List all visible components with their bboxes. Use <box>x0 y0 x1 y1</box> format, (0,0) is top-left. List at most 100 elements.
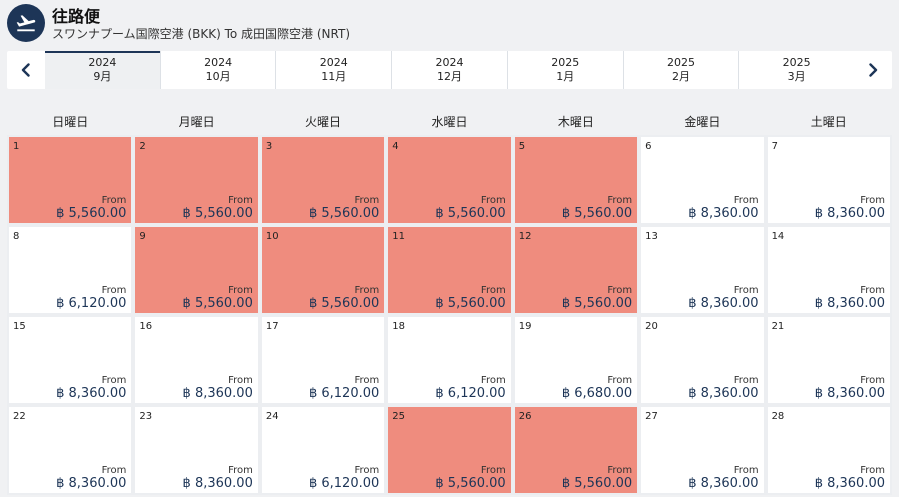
calendar-day-cell[interactable]: 8 From ฿ 6,120.00 <box>7 225 134 315</box>
fare-price: ฿ 6,120.00 <box>56 296 127 311</box>
day-number: 16 <box>139 321 153 332</box>
month-tab-month: 12月 <box>437 70 463 83</box>
month-tab-year: 2024 <box>204 56 233 69</box>
month-tab[interactable]: 2025 1月 <box>506 51 623 89</box>
month-tab[interactable]: 2024 9月 <box>45 51 160 89</box>
fare-price: ฿ 6,120.00 <box>308 386 380 401</box>
fare-price: ฿ 8,360.00 <box>814 296 885 311</box>
day-number: 21 <box>771 321 785 332</box>
month-tab-year: 2025 <box>666 56 695 69</box>
month-tab[interactable]: 2025 2月 <box>622 51 739 89</box>
weekday-label: 金曜日 <box>684 115 721 129</box>
day-number: 15 <box>13 321 26 332</box>
calendar-day-cell[interactable]: 14 From ฿ 8,360.00 <box>765 225 892 315</box>
from-label: From <box>228 285 253 296</box>
day-number: 3 <box>265 141 273 152</box>
calendar-day-cell[interactable]: 22 From ฿ 8,360.00 <box>7 405 134 495</box>
calendar-day-cell[interactable]: 10 From ฿ 5,560.00 <box>259 225 387 315</box>
calendar-day-cell[interactable]: 25 From ฿ 5,560.00 <box>386 405 513 495</box>
month-tab-month: 2月 <box>671 70 690 83</box>
day-number: 19 <box>518 321 532 332</box>
weekday-header: 日曜日 月曜日 火曜日 水曜日 木曜日 金曜日 土曜日 <box>7 113 892 130</box>
calendar-day-cell[interactable]: 27 From ฿ 8,360.00 <box>639 405 766 495</box>
weekday-label: 木曜日 <box>557 115 594 129</box>
from-label: From <box>228 465 253 476</box>
calendar-day-cell[interactable]: 13 From ฿ 8,360.00 <box>639 225 766 315</box>
prev-month-button[interactable] <box>7 51 45 89</box>
fare-price: ฿ 5,560.00 <box>561 206 633 221</box>
calendar-day-cell[interactable]: 2 From ฿ 5,560.00 <box>133 135 260 225</box>
calendar-day-cell[interactable]: 5 From ฿ 5,560.00 <box>512 135 640 225</box>
day-number: 4 <box>392 141 399 152</box>
month-tab[interactable]: 2024 12月 <box>391 51 507 89</box>
calendar-day-cell[interactable]: 17 From ฿ 6,120.00 <box>259 315 387 405</box>
from-label: From <box>607 465 633 476</box>
calendar-day-cell[interactable]: 7 From ฿ 8,360.00 <box>765 135 892 225</box>
day-number: 6 <box>645 141 652 152</box>
page-title: 往路便 <box>52 7 101 26</box>
month-tab[interactable]: 2024 11月 <box>275 51 391 89</box>
month-tab-month: 11月 <box>321 70 347 83</box>
plane-departure-icon <box>7 4 45 42</box>
fare-price: ฿ 5,560.00 <box>435 206 506 221</box>
fare-price: ฿ 8,360.00 <box>56 386 127 401</box>
calendar-day-cell[interactable]: 6 From ฿ 8,360.00 <box>639 135 766 225</box>
calendar-day-cell[interactable]: 18 From ฿ 6,120.00 <box>386 315 513 405</box>
fare-price: ฿ 5,560.00 <box>308 206 380 221</box>
calendar-day-cell[interactable]: 11 From ฿ 5,560.00 <box>386 225 513 315</box>
fare-price: ฿ 8,360.00 <box>814 476 885 491</box>
month-tab-year: 2025 <box>782 56 811 69</box>
calendar-day-cell[interactable]: 24 From ฿ 6,120.00 <box>259 405 387 495</box>
day-number: 24 <box>265 411 279 422</box>
calendar-day-cell[interactable]: 20 From ฿ 8,360.00 <box>639 315 766 405</box>
next-month-button[interactable] <box>854 51 892 89</box>
weekday-label: 日曜日 <box>52 115 89 129</box>
weekday-label: 土曜日 <box>810 115 847 129</box>
from-label: From <box>101 375 127 386</box>
calendar-day-cell[interactable]: 19 From ฿ 6,680.00 <box>512 315 640 405</box>
day-number: 18 <box>392 321 406 332</box>
calendar-day-cell[interactable]: 4 From ฿ 5,560.00 <box>386 135 513 225</box>
day-number: 17 <box>265 321 279 332</box>
from-label: From <box>860 195 885 206</box>
from-label: From <box>480 195 506 206</box>
fare-price: ฿ 5,560.00 <box>435 476 506 491</box>
calendar-day-cell[interactable]: 3 From ฿ 5,560.00 <box>259 135 387 225</box>
from-label: From <box>354 375 380 386</box>
from-label: From <box>354 285 380 296</box>
day-number: 26 <box>518 411 532 422</box>
month-tab[interactable]: 2024 10月 <box>159 51 276 89</box>
from-label: From <box>228 195 253 206</box>
from-label: From <box>354 195 380 206</box>
calendar-day-cell[interactable]: 15 From ฿ 8,360.00 <box>7 315 134 405</box>
month-tab-month: 9月 <box>93 70 112 83</box>
day-number: 13 <box>645 231 658 242</box>
calendar-day-cell[interactable]: 23 From ฿ 8,360.00 <box>133 405 260 495</box>
fare-price: ฿ 8,360.00 <box>56 476 127 491</box>
chevron-right-icon <box>869 63 878 77</box>
calendar-day-cell[interactable]: 26 From ฿ 5,560.00 <box>512 405 640 495</box>
from-label: From <box>733 465 759 476</box>
day-number: 9 <box>139 231 146 242</box>
calendar-day-cell[interactable]: 16 From ฿ 8,360.00 <box>133 315 260 405</box>
day-number: 2 <box>139 141 146 152</box>
day-number: 22 <box>13 411 26 422</box>
day-number: 12 <box>518 231 532 242</box>
calendar-day-cell[interactable]: 21 From ฿ 8,360.00 <box>765 315 892 405</box>
fare-price: ฿ 5,560.00 <box>182 296 253 311</box>
month-tab-month: 10月 <box>205 70 231 83</box>
fare-price: ฿ 8,360.00 <box>814 206 885 221</box>
month-tab[interactable]: 2025 3月 <box>738 51 854 89</box>
calendar-day-cell[interactable]: 12 From ฿ 5,560.00 <box>512 225 640 315</box>
calendar-day-cell[interactable]: 9 From ฿ 5,560.00 <box>133 225 260 315</box>
fare-price: ฿ 8,360.00 <box>182 386 253 401</box>
fare-price: ฿ 5,560.00 <box>561 296 633 311</box>
fare-price: ฿ 8,360.00 <box>688 476 759 491</box>
from-label: From <box>101 285 127 296</box>
fare-price: ฿ 8,360.00 <box>814 386 885 401</box>
calendar-day-cell[interactable]: 28 From ฿ 8,360.00 <box>765 405 892 495</box>
day-number: 28 <box>771 411 785 422</box>
weekday-label: 月曜日 <box>178 115 215 129</box>
from-label: From <box>860 375 885 386</box>
calendar-day-cell[interactable]: 1 From ฿ 5,560.00 <box>7 135 134 225</box>
